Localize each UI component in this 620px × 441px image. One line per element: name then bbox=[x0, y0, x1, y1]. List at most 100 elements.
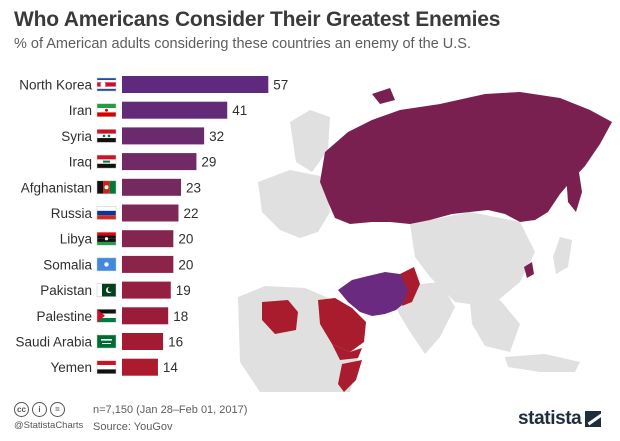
category-label: North Korea bbox=[19, 78, 92, 93]
bar-row: Afghanistan 23 bbox=[21, 178, 201, 196]
bar-row: Pakistan 19 bbox=[40, 281, 191, 299]
flag-russia-stripe bbox=[97, 215, 116, 220]
value-label: 20 bbox=[178, 232, 193, 247]
bar bbox=[122, 101, 228, 119]
category-label: Russia bbox=[51, 206, 93, 221]
bar bbox=[122, 178, 182, 196]
flag-yemen-stripe bbox=[97, 369, 116, 374]
flag-saudi-arabia-script bbox=[101, 339, 112, 341]
flag-north-korea-stripe bbox=[97, 80, 116, 83]
source-note: Source: YouGov bbox=[93, 421, 173, 433]
value-label: 16 bbox=[168, 335, 183, 350]
flag-north-korea-stripe bbox=[97, 86, 116, 89]
flag-north-korea-stripe bbox=[97, 82, 116, 85]
flag-pakistan-crescent-cut bbox=[107, 287, 113, 292]
flag-syria-stripe bbox=[97, 129, 116, 134]
flag-syria-star bbox=[102, 134, 106, 138]
map-land-china bbox=[410, 212, 535, 307]
flag-iran-emblem bbox=[105, 108, 108, 112]
flag-yemen-stripe bbox=[97, 365, 116, 370]
bar bbox=[122, 358, 158, 376]
flag-libya-stripe bbox=[97, 241, 116, 246]
map-iran-afghanistan bbox=[338, 272, 412, 316]
value-label: 41 bbox=[232, 103, 247, 118]
value-label: 29 bbox=[201, 155, 216, 170]
bar bbox=[122, 255, 174, 273]
map-north-korea bbox=[524, 262, 534, 278]
flag-russia-stripe bbox=[97, 210, 116, 216]
flag-yemen-stripe bbox=[97, 360, 116, 366]
map-land-europe bbox=[258, 170, 330, 238]
bar-row: Iraq 29 bbox=[69, 153, 216, 171]
value-label: 22 bbox=[183, 206, 198, 221]
flag-libya-border bbox=[96, 231, 117, 246]
flag-pakistan-border bbox=[96, 283, 117, 297]
bar bbox=[122, 127, 205, 145]
flag-north-korea-icon bbox=[96, 77, 117, 92]
creative-commons-icon: cc bbox=[14, 402, 29, 417]
value-label: 20 bbox=[178, 257, 193, 272]
map-russia-kamchatka bbox=[566, 166, 582, 212]
flag-saudi-arabia-sword bbox=[102, 343, 111, 344]
map-pakistan bbox=[400, 267, 420, 306]
bar bbox=[122, 333, 164, 350]
flag-syria-star bbox=[107, 134, 111, 138]
flag-iran-stripe bbox=[97, 112, 116, 117]
bar bbox=[122, 307, 169, 325]
category-label: Saudi Arabia bbox=[15, 335, 92, 350]
sample-note: n=7,150 (Jan 28–Feb 01, 2017) bbox=[93, 404, 248, 416]
flag-iraq-stripe bbox=[97, 155, 116, 160]
flag-syria-icon bbox=[96, 129, 117, 143]
category-label: Iran bbox=[69, 103, 92, 118]
flag-yemen-icon bbox=[96, 360, 117, 374]
flag-pakistan-hoist bbox=[97, 283, 102, 297]
flag-north-korea-border bbox=[96, 77, 117, 92]
flag-palestine-icon bbox=[96, 309, 117, 323]
bar-row: Russia 22 bbox=[51, 204, 198, 222]
flag-saudi-arabia-border bbox=[96, 334, 117, 349]
flag-iraq-icon bbox=[96, 154, 117, 169]
flag-north-korea-stripe bbox=[97, 84, 116, 87]
flag-afghanistan-stripe bbox=[97, 180, 104, 194]
world-map-background bbox=[238, 88, 612, 392]
statista-handle: @StatistaCharts bbox=[14, 420, 84, 431]
flag-syria-stripe bbox=[97, 133, 116, 139]
bar bbox=[122, 281, 171, 299]
chart-title: Who Americans Consider Their Greatest En… bbox=[14, 8, 501, 31]
flag-somalia-icon bbox=[96, 257, 117, 272]
flag-yemen-border bbox=[96, 360, 117, 374]
bar-row: Libya 20 bbox=[60, 230, 193, 248]
flag-palestine-stripe bbox=[97, 317, 116, 323]
flag-afghanistan-emblem bbox=[104, 185, 109, 190]
bar bbox=[122, 153, 197, 171]
flag-iraq-emblem bbox=[103, 160, 110, 163]
bar-row: Saudi Arabia 16 bbox=[15, 333, 183, 350]
statista-logo[interactable]: statista bbox=[518, 408, 602, 430]
bar-row: Yemen 14 bbox=[50, 358, 179, 376]
value-label: 14 bbox=[163, 360, 179, 375]
flag-iran-stripe bbox=[97, 103, 116, 109]
flag-iran-icon bbox=[96, 103, 117, 117]
flag-russia-icon bbox=[96, 206, 117, 220]
map-land-indonesia bbox=[505, 354, 580, 372]
flag-afghanistan-border bbox=[96, 180, 117, 195]
flag-iraq-border bbox=[96, 154, 117, 169]
flag-north-korea-stripe bbox=[97, 78, 116, 81]
map-russia bbox=[320, 92, 612, 224]
flag-libya-stripe bbox=[97, 235, 116, 239]
bar bbox=[122, 204, 179, 222]
category-label: Pakistan bbox=[40, 283, 92, 298]
bar-row: Palestine 18 bbox=[36, 307, 188, 325]
map-land-scandinavia bbox=[290, 110, 330, 172]
statista-wordmark: statista bbox=[518, 408, 582, 429]
flag-libya-icon bbox=[96, 231, 117, 246]
category-label: Iraq bbox=[69, 155, 92, 170]
category-label: Afghanistan bbox=[21, 180, 92, 195]
no-derivatives-icon: = bbox=[50, 402, 65, 417]
flag-libya-stripe bbox=[97, 238, 116, 242]
statista-logo-icon bbox=[585, 411, 602, 427]
license-icons: cc i = bbox=[14, 402, 65, 417]
value-label: 32 bbox=[209, 129, 224, 144]
